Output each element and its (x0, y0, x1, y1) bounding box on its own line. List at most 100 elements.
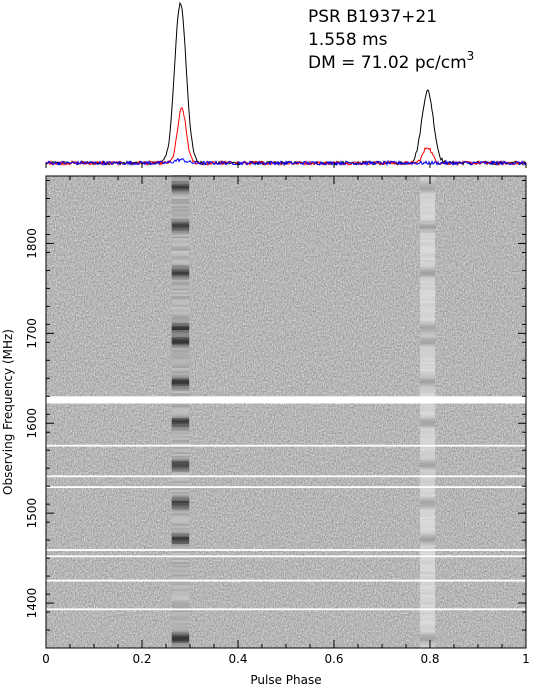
pulse-cell-1 (420, 306, 436, 309)
pulse-cell-1 (420, 513, 436, 516)
pulse-cell-0 (171, 504, 190, 507)
pulse-cell-0 (171, 344, 190, 347)
pulse-cell-0 (171, 434, 190, 437)
pulse-cell-1 (420, 498, 436, 501)
pulse-cell-0 (171, 565, 190, 568)
pulse-cell-1 (420, 619, 436, 622)
pulse-cell-0 (171, 193, 190, 196)
pulse-cell-1 (420, 351, 436, 354)
pulse-cell-1 (420, 567, 436, 570)
pulse-cell-1 (420, 333, 436, 336)
flagged-band-5 (46, 555, 526, 558)
pulse-cell-1 (420, 284, 436, 287)
pulse-cell-0 (171, 301, 190, 304)
pulse-cell-0 (171, 363, 190, 366)
pulse-cell-0 (171, 248, 190, 251)
y-axis-label: Observing Frequency (MHz) (1, 329, 15, 495)
pulse-cell-1 (420, 452, 436, 455)
pulse-cell-0 (171, 516, 190, 519)
pulse-cell-0 (171, 274, 190, 277)
pulse-cell-1 (420, 304, 436, 307)
pulse-cell-0 (171, 198, 190, 201)
pulse-cell-1 (420, 635, 436, 638)
pulse-cell-1 (420, 236, 436, 239)
pulse-cell-1 (420, 622, 436, 625)
pulse-cell-0 (171, 630, 190, 633)
pulse-cell-1 (420, 613, 436, 616)
pulse-cell-1 (420, 266, 436, 269)
pulse-cell-0 (171, 491, 190, 494)
pulse-cell-1 (420, 502, 436, 505)
pulse-cell-0 (171, 254, 190, 257)
pulse-cell-1 (420, 416, 436, 419)
pulse-cell-1 (420, 522, 436, 525)
pulse-cell-0 (171, 245, 190, 248)
pulse-cell-1 (420, 644, 436, 647)
pulse-cell-1 (420, 223, 436, 226)
pulse-cell-1 (420, 586, 436, 589)
pulse-cell-1 (420, 292, 436, 295)
y-tick-label: 1400 (25, 588, 39, 619)
pulse-cell-1 (420, 552, 436, 555)
pulse-cell-1 (420, 450, 436, 453)
pulse-cell-0 (171, 299, 190, 302)
x-axis-label: Pulse Phase (250, 673, 321, 687)
pulse-cell-0 (171, 261, 190, 264)
pulse-cell-1 (420, 547, 436, 550)
pulse-cell-0 (171, 275, 190, 278)
pulse-cell-0 (171, 256, 190, 259)
pulse-cell-1 (420, 338, 436, 341)
pulse-cell-0 (171, 178, 190, 181)
flagged-band-3 (46, 486, 526, 488)
pulse-cell-0 (171, 320, 190, 323)
pulse-cell-1 (420, 247, 436, 250)
pulse-cell-1 (420, 202, 436, 205)
pulse-cell-0 (171, 234, 190, 237)
pulse-cell-1 (420, 408, 436, 411)
pulse-cell-0 (171, 545, 190, 548)
pulse-cell-1 (420, 232, 436, 235)
pulse-cell-0 (171, 592, 190, 595)
pulse-cell-0 (171, 525, 190, 528)
flagged-band-2 (46, 475, 526, 478)
pulse-cell-0 (171, 394, 190, 397)
pulse-cell-1 (420, 214, 436, 217)
pulse-cell-1 (420, 184, 436, 187)
pulse-cell-0 (171, 603, 190, 606)
pulse-cell-1 (420, 588, 436, 591)
pulse-cell-0 (171, 576, 190, 579)
pulse-cell-0 (171, 489, 190, 492)
pulse-cell-0 (171, 387, 190, 390)
pulse-cell-0 (171, 452, 190, 455)
pulse-cell-1 (420, 543, 436, 546)
pulse-cell-1 (420, 453, 436, 456)
pulse-cell-1 (420, 256, 436, 259)
pulse-cell-1 (420, 541, 436, 544)
pulse-cell-0 (171, 552, 190, 555)
pulse-cell-1 (420, 631, 436, 634)
pulse-cell-1 (420, 612, 436, 615)
pulse-cell-0 (171, 559, 190, 562)
pulse-cell-0 (171, 612, 190, 615)
pulse-cell-0 (171, 502, 190, 505)
pulse-cell-1 (420, 489, 436, 492)
pulse-cell-1 (420, 286, 436, 289)
pulse-cell-0 (171, 529, 190, 532)
pulse-cell-0 (171, 410, 190, 413)
pulsar-period: 1.558 ms (308, 30, 388, 50)
pulsar-dm-text: DM = 71.02 pc/cm (308, 53, 467, 73)
pulse-cell-1 (420, 356, 436, 359)
pulse-cell-1 (420, 279, 436, 282)
pulse-cell-1 (420, 205, 436, 208)
pulse-cell-0 (171, 196, 190, 199)
pulse-cell-1 (420, 604, 436, 607)
y-axis: 1400 1500 1600 1700 1800 (25, 179, 526, 649)
pulse-cell-0 (171, 541, 190, 544)
pulse-cell-1 (420, 461, 436, 464)
pulse-cell-0 (171, 482, 190, 485)
pulse-cell-0 (171, 288, 190, 291)
pulse-cell-0 (171, 381, 190, 384)
pulse-cell-1 (420, 403, 436, 406)
pulse-cell-0 (171, 329, 190, 332)
pulse-cell-1 (420, 320, 436, 323)
